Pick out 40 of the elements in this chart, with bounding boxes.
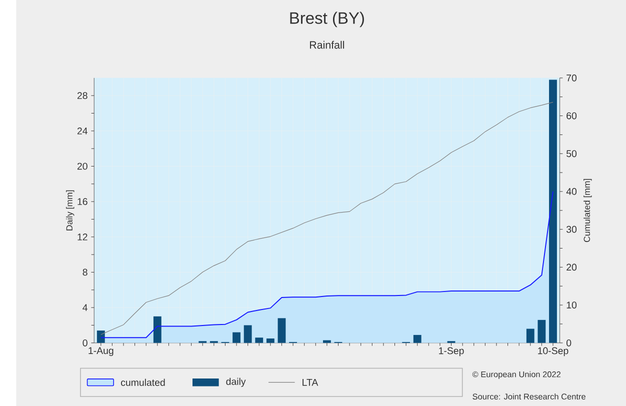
y2-tick-label: 0 bbox=[566, 339, 572, 346]
bar bbox=[153, 316, 162, 343]
legend-label: LTA bbox=[302, 378, 318, 386]
y2-tick-label: 20 bbox=[566, 264, 577, 271]
y2-tick-label: 40 bbox=[566, 188, 577, 195]
bar bbox=[538, 320, 546, 343]
legend-label: daily bbox=[226, 378, 246, 387]
y-tick-label: 20 bbox=[77, 162, 88, 170]
y-tick-label: 12 bbox=[78, 233, 88, 240]
y2-axis-title: Cumulated [mm] bbox=[584, 178, 592, 242]
y-axis-title: Daily [mm] bbox=[66, 190, 74, 230]
bar bbox=[96, 330, 105, 343]
y2-tick-label: 50 bbox=[566, 150, 577, 157]
chart-subtitle: Rainfall bbox=[310, 40, 344, 49]
y2-tick-label: 60 bbox=[566, 112, 577, 120]
bar bbox=[232, 332, 240, 343]
chart-title: Brest (BY) bbox=[290, 12, 364, 28]
x-tick-label: 1-Sep bbox=[439, 347, 464, 356]
y-tick-label: 0 bbox=[82, 339, 88, 346]
y-tick-label: 16 bbox=[78, 198, 88, 205]
legend-label: cumulated bbox=[121, 378, 165, 386]
bar bbox=[322, 340, 331, 343]
y-tick-label: 4 bbox=[82, 304, 88, 311]
y-tick-label: 24 bbox=[77, 127, 88, 134]
x-tick-label: 10-Sep bbox=[538, 347, 568, 356]
y2-tick-label: 30 bbox=[566, 226, 577, 233]
bar bbox=[266, 338, 274, 343]
y-tick-label: 8 bbox=[82, 268, 88, 276]
bar bbox=[244, 325, 252, 343]
bar bbox=[549, 80, 557, 343]
bar bbox=[413, 334, 422, 343]
bar bbox=[526, 328, 534, 343]
source-note: Source: Joint Research Centre bbox=[472, 393, 586, 400]
text: © European Union 2022 bbox=[472, 371, 560, 379]
y-tick-label: 28 bbox=[77, 92, 88, 99]
y2-tick-label: 10 bbox=[566, 302, 577, 308]
x-tick-label: 1-Aug bbox=[88, 347, 114, 356]
y2-tick-label: 70 bbox=[566, 74, 577, 82]
bar bbox=[255, 337, 264, 343]
bar bbox=[278, 318, 286, 343]
